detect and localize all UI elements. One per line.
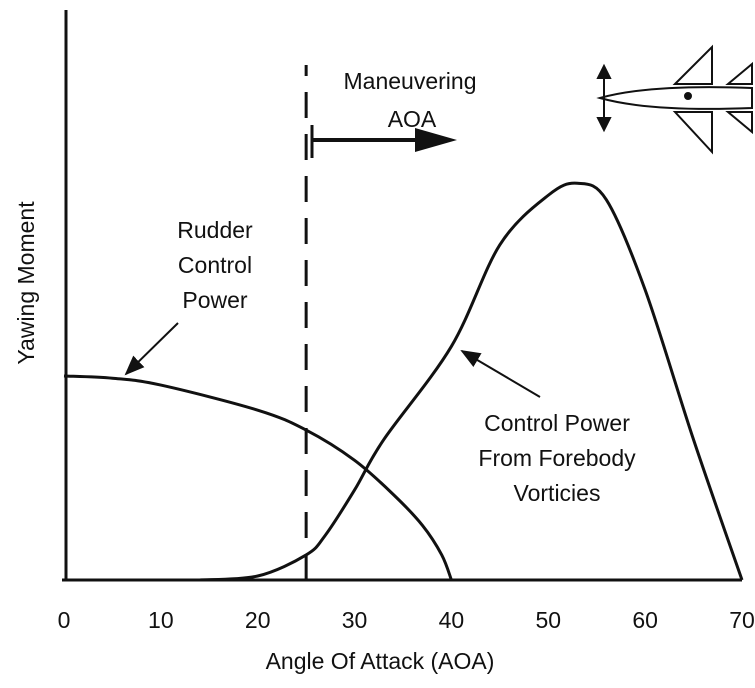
x-axis-label: Angle Of Attack (AOA) xyxy=(266,648,495,674)
curve xyxy=(64,376,451,580)
x-tick-label: 70 xyxy=(729,607,755,633)
marker-label: Maneuvering xyxy=(344,68,477,94)
x-tick-label: 0 xyxy=(58,607,71,633)
x-tick-label: 30 xyxy=(342,607,368,633)
annotation-arrow xyxy=(126,323,178,374)
y-axis-label: Yawing Moment xyxy=(13,201,39,365)
marker-label: AOA xyxy=(388,106,437,132)
annotation-arrow xyxy=(462,351,540,397)
x-tick-label: 50 xyxy=(535,607,561,633)
curve-label: Power xyxy=(182,287,248,313)
curve-label: Control xyxy=(178,252,252,278)
aircraft-icon xyxy=(598,47,752,152)
curve-label: From Forebody xyxy=(478,445,636,471)
curve-label: Vorticies xyxy=(514,480,601,506)
curve-label: Rudder xyxy=(177,217,253,243)
x-tick-label: 40 xyxy=(439,607,465,633)
curve-label: Control Power xyxy=(484,410,630,436)
chart: Angle Of Attack (AOA) Yawing Moment 0 10 2… xyxy=(0,0,755,688)
x-tick-label: 60 xyxy=(632,607,658,633)
x-tick-label: 10 xyxy=(148,607,174,633)
curve xyxy=(200,183,742,580)
x-tick-label: 20 xyxy=(245,607,271,633)
